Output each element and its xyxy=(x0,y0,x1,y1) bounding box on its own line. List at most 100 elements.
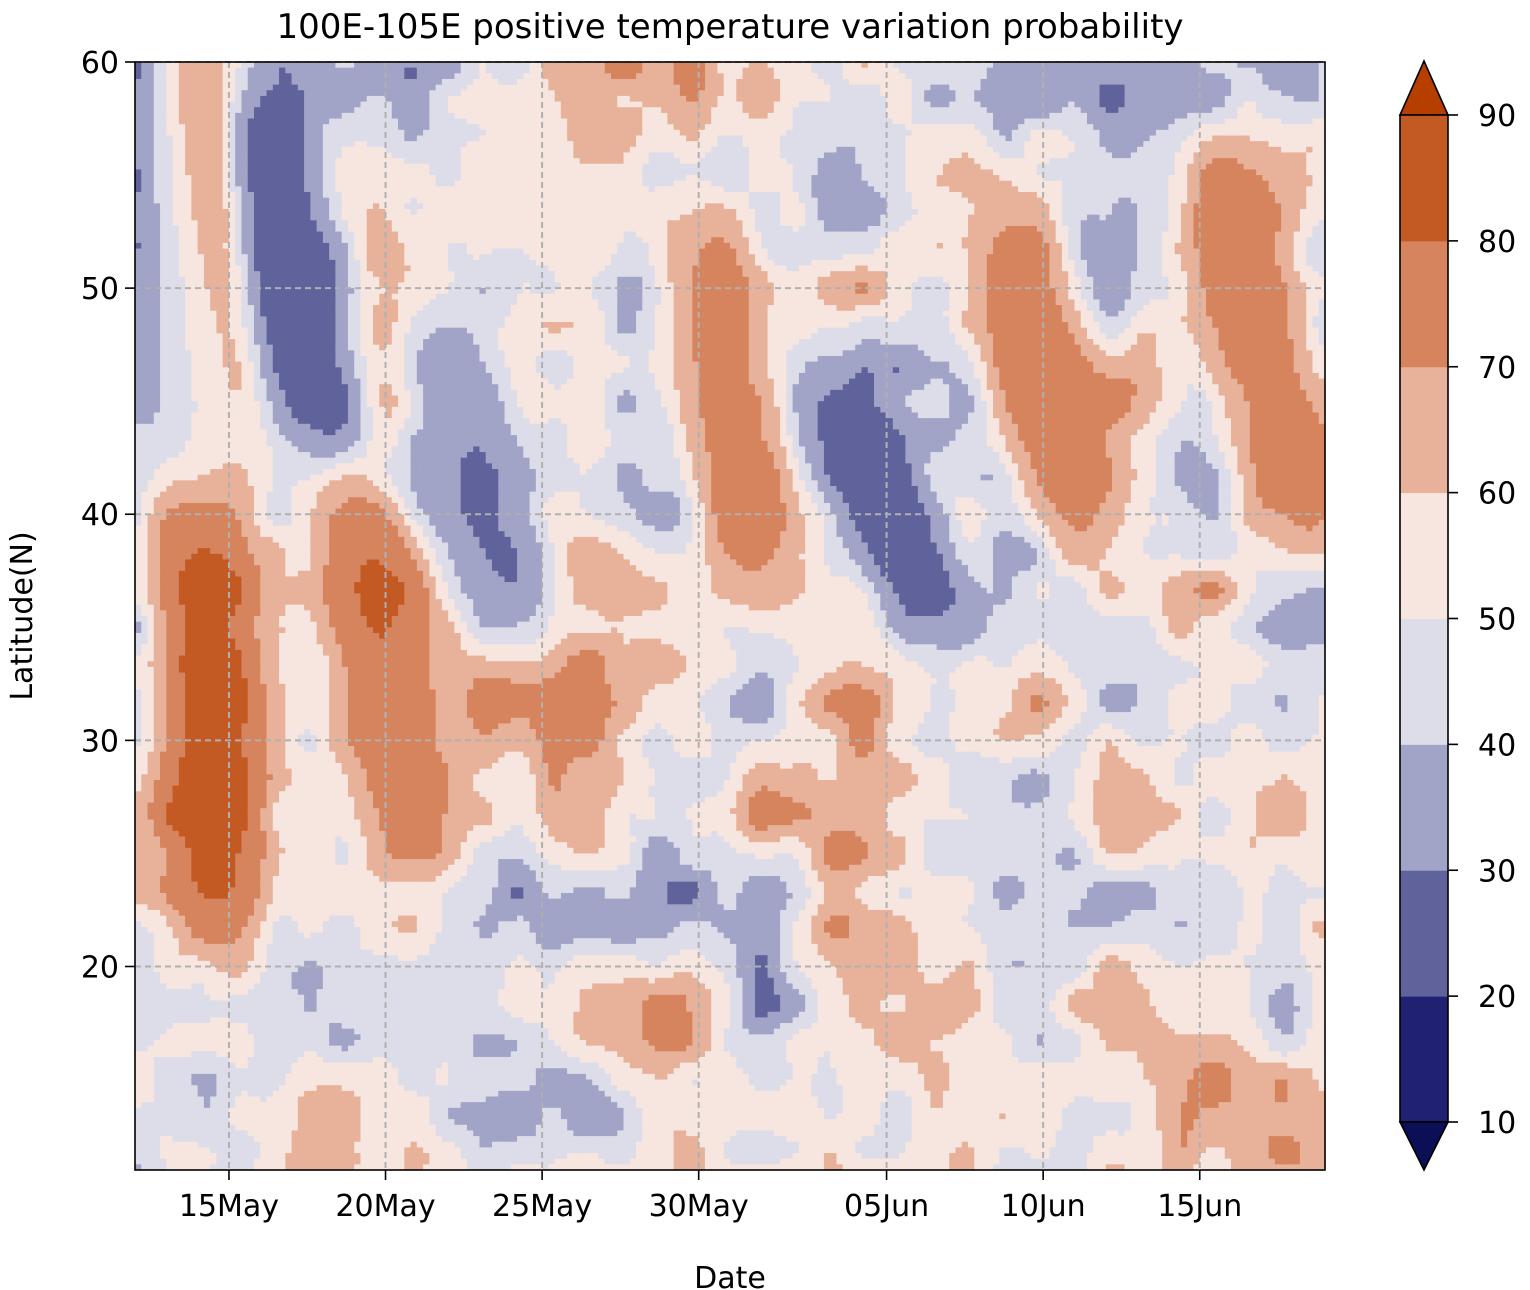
heatmap-cell xyxy=(160,316,167,322)
heatmap-cell xyxy=(204,1040,211,1046)
heatmap-cell xyxy=(135,644,142,650)
heatmap-cell xyxy=(204,723,211,729)
heatmap-cell xyxy=(185,825,192,831)
heatmap-cell xyxy=(210,695,217,701)
heatmap-cell xyxy=(185,175,192,181)
heatmap-cell xyxy=(191,90,198,96)
heatmap-cell xyxy=(173,978,180,984)
heatmap-cell xyxy=(166,763,173,769)
heatmap-cell xyxy=(198,644,205,650)
heatmap-cell xyxy=(179,605,186,611)
heatmap-cell xyxy=(141,271,148,277)
heatmap-cell xyxy=(148,435,155,441)
heatmap-cell xyxy=(173,656,180,662)
heatmap-cell xyxy=(135,1085,142,1091)
heatmap-cell xyxy=(148,1159,155,1165)
heatmap-cell xyxy=(141,893,148,899)
heatmap-cell xyxy=(179,899,186,905)
heatmap-cell xyxy=(204,537,211,543)
heatmap-cell xyxy=(154,950,161,956)
heatmap-cell xyxy=(185,633,192,639)
heatmap-cell xyxy=(141,452,148,458)
heatmap-cell xyxy=(166,543,173,549)
heatmap-cell xyxy=(154,836,161,842)
heatmap-cell xyxy=(154,379,161,385)
heatmap-cell xyxy=(154,1012,161,1018)
heatmap-cell xyxy=(166,475,173,481)
heatmap-cell xyxy=(148,814,155,820)
heatmap-cell xyxy=(198,356,205,362)
heatmap-cell xyxy=(135,412,142,418)
heatmap-cell xyxy=(148,390,155,396)
heatmap-cell xyxy=(191,650,198,656)
heatmap-cell xyxy=(135,209,142,215)
heatmap-cell xyxy=(179,373,186,379)
heatmap-cell xyxy=(198,752,205,758)
heatmap-cell xyxy=(160,876,167,882)
heatmap-cell xyxy=(179,294,186,300)
heatmap-cell xyxy=(166,1136,173,1142)
heatmap-cell xyxy=(135,763,142,769)
heatmap-cell xyxy=(135,678,142,684)
heatmap-cell xyxy=(204,1017,211,1023)
heatmap-cell xyxy=(173,537,180,543)
heatmap-cell xyxy=(166,68,173,74)
heatmap-cell xyxy=(141,243,148,249)
heatmap-cell xyxy=(198,774,205,780)
heatmap-cell xyxy=(148,633,155,639)
heatmap-cell xyxy=(160,446,167,452)
heatmap-cell xyxy=(154,1159,161,1165)
heatmap-cell xyxy=(204,526,211,532)
heatmap-cell xyxy=(179,328,186,334)
heatmap-cell xyxy=(210,1040,217,1046)
heatmap-cell xyxy=(179,220,186,226)
heatmap-cell xyxy=(160,141,167,147)
heatmap-cell xyxy=(160,1057,167,1063)
heatmap-cell xyxy=(160,407,167,413)
heatmap-cell xyxy=(141,543,148,549)
heatmap-cell xyxy=(166,950,173,956)
heatmap-cell xyxy=(148,995,155,1001)
heatmap-cell xyxy=(185,469,192,475)
heatmap-cell xyxy=(198,1097,205,1103)
heatmap-cell xyxy=(135,384,142,390)
heatmap-cell xyxy=(148,752,155,758)
heatmap-cell xyxy=(204,379,211,385)
heatmap-cell xyxy=(135,226,142,232)
heatmap-cell xyxy=(179,271,186,277)
heatmap-cell xyxy=(166,633,173,639)
heatmap-cell xyxy=(166,215,173,221)
heatmap-cell xyxy=(198,786,205,792)
heatmap-cell xyxy=(179,588,186,594)
heatmap-cell xyxy=(173,554,180,560)
heatmap-cell xyxy=(135,1091,142,1097)
heatmap-cell xyxy=(191,1046,198,1052)
heatmap-cell xyxy=(191,548,198,554)
heatmap-cell xyxy=(173,243,180,249)
heatmap-cell xyxy=(191,1159,198,1165)
heatmap-cell xyxy=(166,232,173,238)
heatmap-cell xyxy=(179,757,186,763)
heatmap-cell xyxy=(166,124,173,130)
heatmap-cell xyxy=(185,277,192,283)
heatmap-cell xyxy=(210,232,217,238)
heatmap-cell xyxy=(191,1153,198,1159)
heatmap-cell xyxy=(191,333,198,339)
heatmap-cell xyxy=(185,870,192,876)
heatmap-cell xyxy=(204,639,211,645)
heatmap-cell xyxy=(179,887,186,893)
heatmap-cell xyxy=(166,480,173,486)
heatmap-cell xyxy=(166,718,173,724)
heatmap-cell xyxy=(210,689,217,695)
heatmap-cell xyxy=(166,1091,173,1097)
heatmap-cell xyxy=(154,79,161,85)
heatmap-cell xyxy=(154,559,161,565)
heatmap-cell xyxy=(216,85,223,91)
heatmap-cell xyxy=(141,418,148,424)
heatmap-cell xyxy=(173,158,180,164)
heatmap-cell xyxy=(191,752,198,758)
heatmap-cell xyxy=(135,243,142,249)
heatmap-cell xyxy=(198,119,205,125)
heatmap-cell xyxy=(160,350,167,356)
heatmap-cell xyxy=(173,152,180,158)
